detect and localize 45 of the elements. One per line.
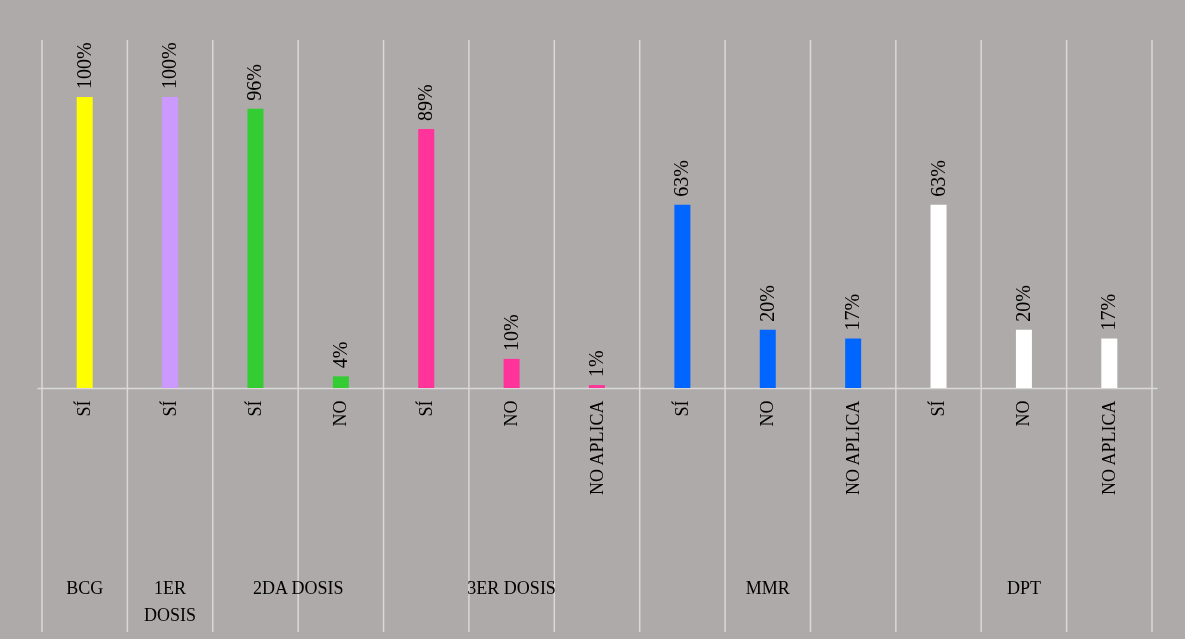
x-tick-label: NO xyxy=(330,400,351,427)
x-tick-label: SÍ xyxy=(73,400,95,417)
text: MMR xyxy=(745,578,790,598)
bar xyxy=(247,108,264,388)
text: 1ER DOSIS xyxy=(144,578,197,625)
text: 2DA DOSIS xyxy=(252,578,344,598)
data-label: 63% xyxy=(926,160,949,197)
text: DPT xyxy=(1006,578,1041,598)
x-tick-label: SÍ xyxy=(243,400,265,417)
data-label: 20% xyxy=(1011,285,1034,322)
data-label: 17% xyxy=(841,293,864,331)
x-tick-label: SÍ xyxy=(670,400,692,417)
data-label: 96% xyxy=(243,63,266,101)
bar xyxy=(503,358,520,388)
x-tick-label: NO xyxy=(1013,400,1034,427)
data-label: 1% xyxy=(585,350,607,378)
data-label: 63% xyxy=(670,160,693,197)
x-tick-label: NO xyxy=(501,400,522,427)
x-tick-label: SÍ xyxy=(158,400,180,417)
text: BCG xyxy=(66,578,104,598)
data-label: 4% xyxy=(328,341,351,369)
bar xyxy=(332,376,349,388)
bar xyxy=(930,204,947,388)
text: 3ER DOSIS xyxy=(467,578,556,598)
data-label: 17% xyxy=(1097,293,1120,331)
data-label: 89% xyxy=(414,84,437,122)
data-label: 10% xyxy=(499,314,522,351)
bar xyxy=(845,338,862,388)
x-tick-label: SÍ xyxy=(927,400,949,417)
x-tick-label: NO APLICA xyxy=(1098,400,1119,496)
data-label: 20% xyxy=(755,285,778,322)
bar xyxy=(589,385,605,388)
bar xyxy=(1015,329,1032,388)
bar xyxy=(162,97,179,388)
bar xyxy=(674,204,691,388)
bar xyxy=(76,97,93,388)
x-tick-label: NO APLICA xyxy=(586,400,607,496)
x-tick-label: SÍ xyxy=(414,400,436,417)
bar xyxy=(418,129,435,388)
bar xyxy=(759,329,776,388)
bar xyxy=(1101,338,1118,388)
data-label: 100% xyxy=(72,42,95,89)
x-tick-label: NO xyxy=(757,400,778,427)
x-tick-label: NO APLICA xyxy=(842,400,863,496)
data-label: 100% xyxy=(158,42,181,89)
